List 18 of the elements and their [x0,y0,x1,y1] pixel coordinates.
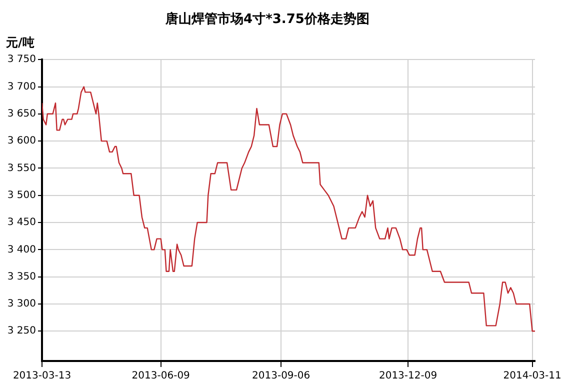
y-axis-title: 元/吨 [5,36,34,50]
y-tick-label: 3 450 [7,217,36,228]
y-tick-label: 3 700 [7,81,36,92]
chart-title: 唐山焊管市场4寸*3.75价格走势图 [164,11,370,28]
x-tick-label: 2013-03-13 [12,370,72,382]
y-tick-label: 3 600 [7,136,36,147]
y-tick-label: 3 400 [7,244,36,256]
y-tick-label: 3 750 [7,54,36,66]
y-tick-label: 3 350 [7,271,36,282]
x-tick-label: 2013-06-09 [132,370,190,382]
x-tick-label: 2014-03-11 [503,370,562,382]
y-tick-label: 3 550 [7,162,36,174]
y-tick-label: 3 300 [7,298,36,310]
y-tick-label: 3 250 [7,326,36,337]
x-tick-label: 2013-12-09 [378,370,438,382]
x-tick-label: 2013-09-06 [252,370,310,382]
y-tick-label: 3 500 [7,190,36,201]
y-tick-label: 3 650 [7,108,36,120]
